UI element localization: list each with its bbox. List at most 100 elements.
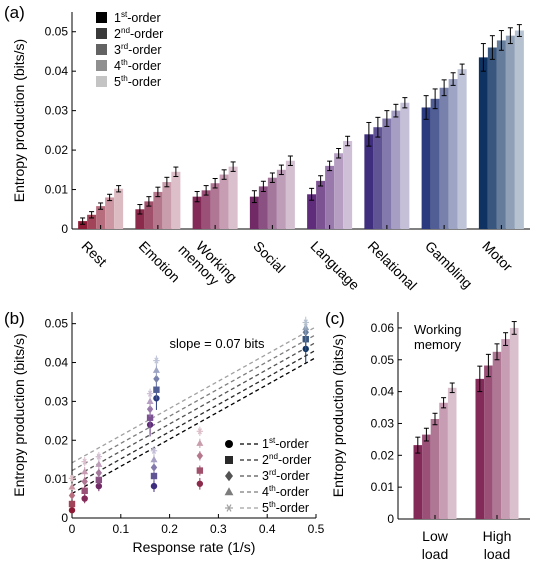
- bar: [457, 69, 467, 229]
- legend-label: 5th-order: [114, 74, 161, 89]
- bar: [258, 186, 268, 229]
- asterisk-marker: [146, 390, 154, 397]
- bar: [447, 387, 457, 519]
- asterisk-stroke: [147, 390, 153, 397]
- bar: [430, 419, 440, 519]
- legend-label: 2nd-order: [262, 452, 311, 467]
- circle-marker: [81, 495, 88, 502]
- bar: [478, 57, 488, 229]
- bar: [373, 127, 383, 229]
- square-marker: [81, 487, 88, 494]
- asterisk-stroke: [197, 428, 202, 435]
- y-axis-label: Entropy production (bits/s): [11, 333, 27, 496]
- y-tick-label: 0.03: [45, 104, 69, 118]
- bar: [475, 378, 485, 519]
- category-label: Social: [250, 238, 288, 276]
- fit-line: [71, 326, 317, 464]
- bar: [325, 165, 335, 229]
- triangle-marker: [95, 460, 103, 467]
- bar: [135, 209, 145, 229]
- x-tick-label: 0.1: [112, 522, 129, 536]
- y-tick-label: 0.02: [45, 433, 69, 447]
- square-marker: [68, 500, 76, 508]
- y-axis-label: Entropy production (bits/s): [330, 334, 346, 497]
- bar: [334, 153, 344, 229]
- circle-marker: [95, 482, 103, 490]
- circle-marker: [68, 507, 76, 514]
- y-tick-label: 0.04: [371, 385, 395, 399]
- triangle-marker: [150, 455, 158, 463]
- bar: [219, 174, 229, 229]
- asterisk-marker: [153, 357, 160, 364]
- bar: [87, 214, 97, 229]
- x-axis-label: Response rate (1/s): [133, 539, 256, 555]
- circle-marker: [150, 482, 158, 490]
- bar: [276, 169, 286, 229]
- bar: [439, 402, 448, 519]
- category-label: Motor: [479, 238, 516, 275]
- x-tick-label: 0.2: [161, 522, 178, 536]
- y-tick-label: 0.06: [371, 321, 395, 335]
- bar: [364, 134, 374, 229]
- bar: [509, 327, 519, 519]
- diamond-marker: [146, 405, 154, 414]
- triangle-marker: [68, 483, 76, 490]
- bar: [249, 196, 259, 229]
- bar: [171, 171, 181, 229]
- fit-line: [71, 333, 317, 472]
- triangle-marker: [81, 467, 89, 475]
- y-tick-label: 0.01: [45, 472, 69, 486]
- category-label: Rest: [79, 238, 111, 270]
- category-label: load: [484, 546, 510, 562]
- square-marker: [150, 472, 158, 480]
- triangle-marker: [152, 366, 160, 373]
- legend-label: 3rd-order: [114, 42, 162, 57]
- legend-label: 5th-order: [262, 500, 309, 515]
- asterisk-marker: [81, 458, 88, 465]
- triangle-marker: [196, 439, 204, 446]
- bar: [105, 197, 115, 229]
- asterisk-stroke: [151, 447, 157, 454]
- legend-label: 4th-order: [114, 58, 161, 73]
- bar: [114, 188, 124, 229]
- bar: [267, 177, 277, 229]
- bar: [96, 206, 106, 229]
- legend-label: 4th-order: [262, 484, 309, 499]
- legend-swatch: [96, 44, 107, 55]
- legend-swatch: [96, 12, 107, 23]
- bar: [496, 40, 506, 229]
- bar: [228, 166, 238, 229]
- bar: [430, 98, 440, 229]
- diamond-marker: [68, 491, 76, 500]
- slope-annotation: slope = 0.07 bits: [169, 336, 265, 351]
- diamond-marker: [153, 374, 160, 384]
- bar: [413, 445, 423, 519]
- y-axis-label: Entropy production (bits/s): [11, 39, 27, 202]
- bar: [162, 182, 172, 229]
- x-tick-label: 0.4: [259, 522, 276, 536]
- y-tick-label: 0: [61, 222, 68, 236]
- asterisk-marker: [225, 504, 233, 512]
- asterisk-stroke: [82, 458, 87, 465]
- square-marker: [153, 386, 160, 393]
- x-tick-label: 0.3: [210, 522, 227, 536]
- legend-swatch: [96, 76, 107, 87]
- asterisk-marker: [196, 428, 204, 435]
- panel-a-label: (a): [4, 3, 25, 22]
- panel-b-label: (b): [4, 309, 25, 328]
- y-tick-label: 0: [61, 511, 68, 525]
- triangle-marker: [146, 397, 154, 404]
- panel-c-label: (c): [325, 309, 345, 328]
- bar: [400, 102, 410, 229]
- panel-b: (b) 0 0.01 0.02 0.03 0.04 0.05 0 0.1 0.2 0.3 0.4 0.5…: [4, 309, 325, 555]
- asterisk-stroke: [96, 453, 101, 460]
- asterisk-marker: [150, 447, 158, 454]
- panel-title: memory: [414, 337, 461, 352]
- bar: [484, 365, 493, 519]
- square-marker: [225, 456, 233, 464]
- legend-swatch: [96, 28, 107, 39]
- bar: [439, 87, 449, 230]
- x-tick-label: 0.5: [308, 522, 325, 536]
- diamond-marker: [95, 468, 103, 478]
- legend-label: 3rd-order: [262, 468, 310, 483]
